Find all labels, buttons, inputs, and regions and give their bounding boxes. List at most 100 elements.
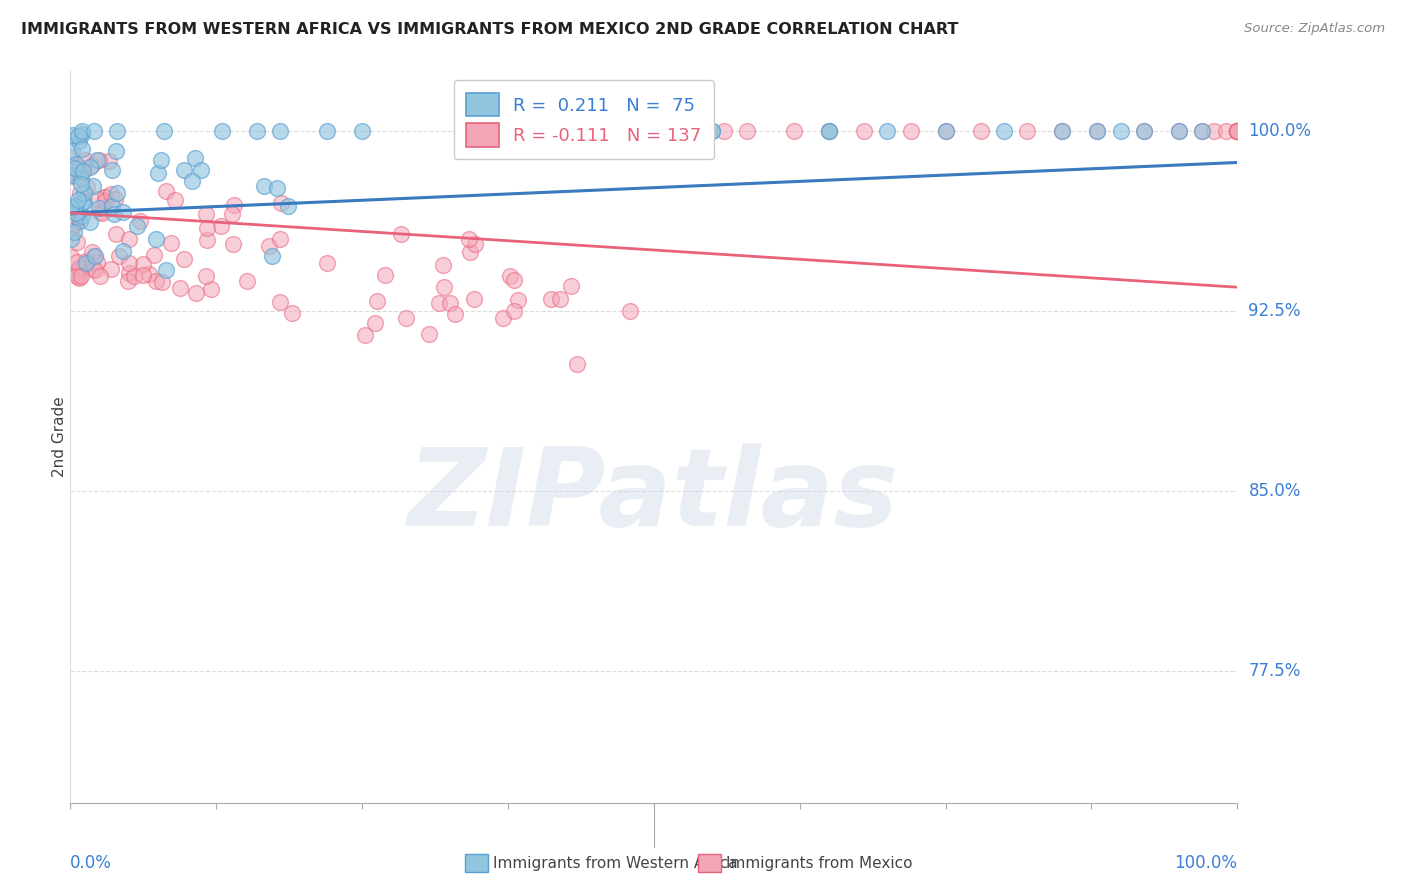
Point — [550, 124, 572, 138]
Point — [1191, 124, 1213, 138]
Point — [152, 124, 174, 138]
Point — [257, 239, 280, 253]
Point — [143, 248, 166, 262]
Point — [1050, 124, 1074, 138]
Point — [260, 249, 283, 263]
Point — [463, 292, 485, 306]
Point — [266, 181, 288, 195]
Point — [70, 142, 93, 156]
Point — [1133, 124, 1156, 138]
Point — [66, 215, 89, 229]
Point — [111, 244, 134, 258]
Point — [66, 254, 89, 268]
Point — [60, 168, 83, 182]
Point — [155, 184, 177, 198]
Point — [432, 258, 454, 272]
Point — [105, 124, 128, 138]
Point — [1202, 124, 1225, 138]
Point — [852, 124, 875, 138]
Point — [222, 237, 245, 252]
Point — [122, 268, 145, 283]
Point — [235, 274, 257, 288]
Point — [60, 150, 83, 164]
Point — [506, 293, 529, 307]
Point — [1226, 124, 1249, 138]
Point — [619, 304, 641, 318]
Point — [89, 153, 111, 167]
Point — [427, 296, 450, 310]
Point — [101, 162, 124, 177]
Point — [73, 186, 96, 200]
Point — [666, 124, 689, 138]
Point — [195, 233, 218, 247]
Point — [82, 262, 104, 277]
Point — [550, 124, 572, 138]
Point — [63, 161, 86, 175]
Point — [1226, 124, 1249, 138]
Text: Immigrants from Western Africa: Immigrants from Western Africa — [492, 856, 737, 871]
Point — [79, 215, 101, 229]
Point — [540, 292, 562, 306]
Point — [67, 270, 90, 285]
Point — [364, 316, 387, 330]
Text: 85.0%: 85.0% — [1249, 482, 1301, 500]
Point — [72, 164, 94, 178]
Point — [492, 311, 515, 326]
Point — [76, 180, 98, 194]
Point — [69, 165, 91, 179]
Point — [433, 280, 456, 294]
Point — [87, 192, 110, 206]
Point — [91, 206, 114, 220]
Point — [458, 244, 481, 259]
Point — [550, 292, 572, 306]
Point — [200, 282, 222, 296]
Point — [702, 124, 724, 138]
Point — [253, 179, 276, 194]
Point — [60, 202, 83, 216]
Point — [467, 124, 491, 138]
Point — [66, 268, 89, 283]
Point — [89, 269, 111, 284]
Point — [118, 256, 141, 270]
Point — [1226, 124, 1249, 138]
Point — [65, 206, 87, 220]
Point — [818, 124, 841, 138]
Point — [94, 190, 117, 204]
Point — [132, 257, 155, 271]
Point — [118, 266, 141, 280]
Point — [103, 207, 125, 221]
Point — [89, 205, 111, 219]
Point — [246, 124, 269, 138]
Point — [104, 145, 127, 159]
Point — [73, 195, 96, 210]
Point — [502, 124, 524, 138]
Point — [619, 124, 641, 138]
Point — [138, 267, 160, 281]
Point — [1226, 124, 1249, 138]
Point — [60, 201, 83, 215]
Point — [66, 208, 89, 222]
Point — [104, 227, 127, 241]
Point — [67, 160, 90, 174]
Point — [499, 269, 522, 284]
Point — [1133, 124, 1156, 138]
Point — [1050, 124, 1074, 138]
Point — [1167, 124, 1189, 138]
Point — [69, 214, 91, 228]
Point — [75, 256, 97, 270]
Point — [83, 249, 105, 263]
Point — [565, 357, 588, 371]
Point — [269, 295, 291, 310]
Point — [70, 177, 93, 191]
Point — [993, 124, 1015, 138]
Point — [195, 206, 218, 220]
Point — [70, 127, 93, 141]
Point — [934, 124, 956, 138]
Point — [82, 179, 104, 194]
Text: 77.5%: 77.5% — [1249, 662, 1301, 680]
Point — [111, 205, 134, 219]
Point — [969, 124, 991, 138]
Point — [117, 232, 139, 246]
Point — [458, 232, 481, 246]
Point — [94, 194, 117, 209]
